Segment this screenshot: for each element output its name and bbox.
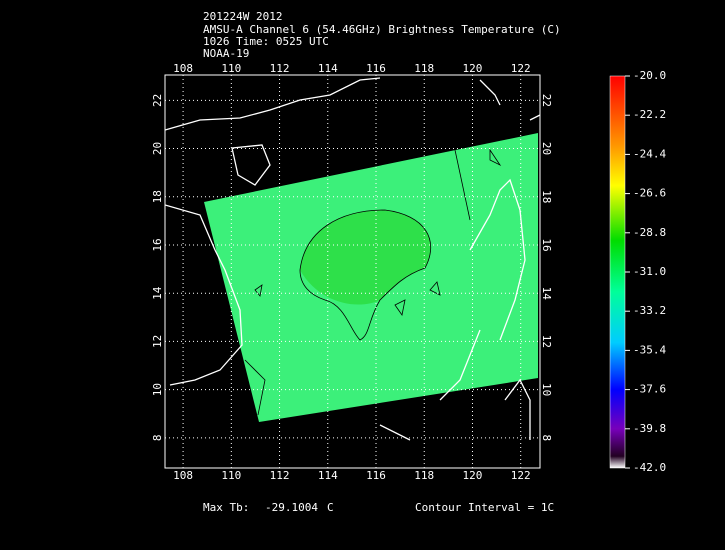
lat-label: 22: [540, 94, 553, 107]
lat-label: 14: [540, 287, 553, 301]
lon-label: 120: [463, 469, 483, 482]
warm-region: [300, 210, 431, 305]
colorbar-label: -28.8: [633, 226, 666, 239]
lon-label: 122: [511, 469, 531, 482]
colorbar-label: -31.0: [633, 265, 666, 278]
lon-label: 120: [463, 62, 483, 75]
lat-label: 10: [151, 383, 164, 396]
lat-label: 16: [151, 238, 164, 251]
header-line: NOAA-19: [203, 47, 249, 60]
map-frame: [164, 74, 541, 469]
max-unit: C: [327, 501, 334, 514]
lon-label: 108: [173, 469, 193, 482]
lon-label: 118: [414, 469, 434, 482]
colorbar-label: -37.6: [633, 383, 666, 396]
contour: [244, 148, 502, 416]
lon-label: 112: [270, 469, 290, 482]
lon-label: 116: [366, 62, 386, 75]
lon-label: 112: [270, 62, 290, 75]
colorbar-label: -33.2: [633, 304, 666, 317]
map-layer: [165, 77, 540, 441]
lat-label: 8: [151, 435, 164, 442]
lon-label: 110: [221, 62, 241, 75]
colorbar-label: -22.2: [633, 108, 666, 121]
colorbar-label: -20.0: [633, 69, 666, 82]
header: 201224W 2012 AMSU-A Channel 6 (54.46GHz)…: [203, 10, 561, 60]
colorbar: [609, 75, 626, 469]
contour: [299, 209, 432, 341]
header-line: AMSU-A Channel 6 (54.46GHz) Brightness T…: [203, 23, 561, 36]
contour-interval: Contour Interval = 1C: [415, 501, 554, 514]
lon-label: 116: [366, 469, 386, 482]
lat-label: 14: [151, 286, 164, 300]
lon-label: 118: [414, 62, 434, 75]
colorbar-label: -24.4: [633, 147, 666, 160]
lon-label: 122: [511, 62, 531, 75]
lon-label: 108: [173, 62, 193, 75]
lat-label: 20: [540, 142, 553, 155]
max-value: -29.1004: [265, 501, 318, 514]
lat-label: 18: [151, 190, 164, 203]
colorbar-label: -26.6: [633, 187, 666, 200]
lat-label: 12: [540, 335, 553, 348]
footer: Max Tb: -29.1004 C Contour Interval = 1C: [203, 501, 554, 514]
lat-label: 8: [540, 435, 553, 442]
max-label: Max Tb:: [203, 501, 249, 514]
lat-label: 20: [151, 142, 164, 155]
lon-label: 110: [221, 469, 241, 482]
colorbar-label: -39.8: [633, 422, 666, 435]
lat-label: 12: [151, 335, 164, 348]
lat-label: 10: [540, 383, 553, 396]
colorbar-label: -35.4: [633, 343, 666, 356]
header-line: 201224W 2012: [203, 10, 282, 23]
colorbar-label: -42.0: [633, 461, 666, 474]
lat-label: 18: [540, 190, 553, 203]
lon-label: 114: [318, 469, 338, 482]
lon-label: 114: [318, 62, 338, 75]
lat-label: 22: [151, 94, 164, 107]
lat-label: 16: [540, 238, 553, 251]
header-line: 1026 Time: 0525 UTC: [203, 35, 329, 48]
